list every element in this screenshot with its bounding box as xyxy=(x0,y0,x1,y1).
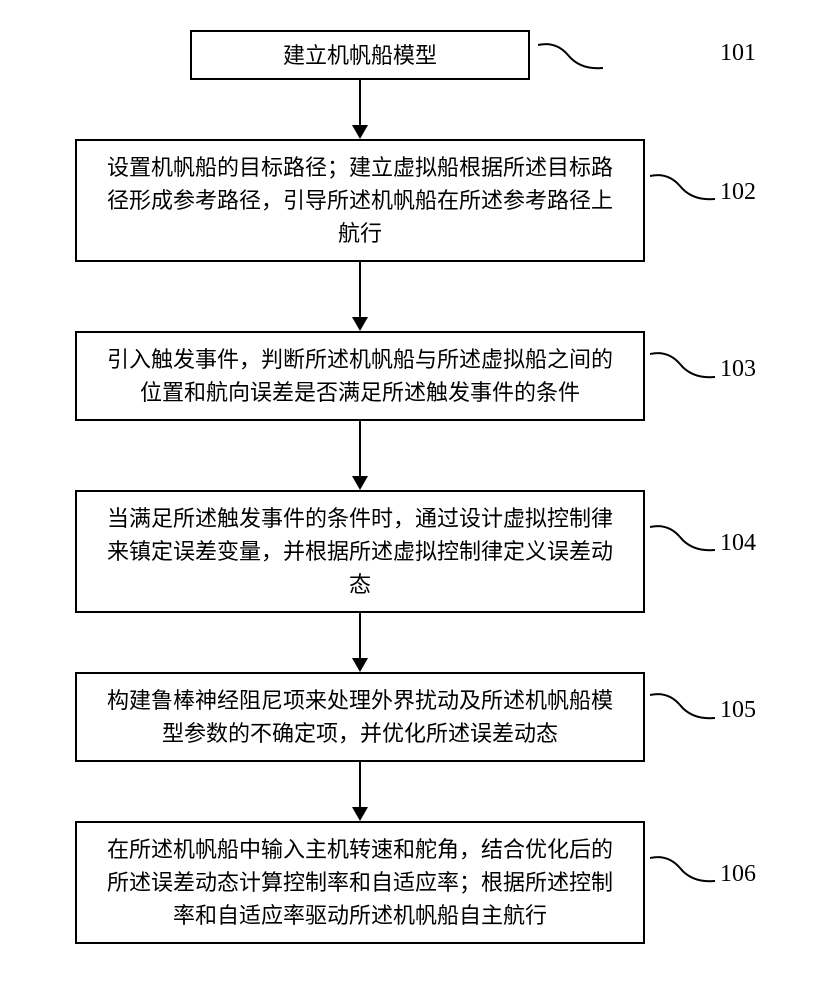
curly-bracket-105 xyxy=(650,690,715,725)
connector-104-105 xyxy=(75,613,645,672)
arrow-105-106 xyxy=(352,762,368,821)
connector-101-102 xyxy=(75,80,645,139)
curly-bracket-103 xyxy=(650,349,715,384)
flowchart-container: 建立机帆船模型 101 设置机帆船的目标路径；建立虚拟船根据所述目标路径形成参考… xyxy=(0,0,836,1000)
step-box-105: 构建鲁棒神经阻尼项来处理外界扰动及所述机帆船模型参数的不确定项，并优化所述误差动… xyxy=(75,672,645,762)
curly-bracket-106 xyxy=(650,853,715,888)
step-102: 设置机帆船的目标路径；建立虚拟船根据所述目标路径形成参考路径，引导所述机帆船在所… xyxy=(0,139,836,262)
connector-103-104 xyxy=(75,421,645,490)
step-104: 当满足所述触发事件的条件时，通过设计虚拟控制律来镇定误差变量，并根据所述虚拟控制… xyxy=(0,490,836,613)
step-label-101: 101 xyxy=(720,40,756,67)
step-103: 引入触发事件，判断所述机帆船与所述虚拟船之间的位置和航向误差是否满足所述触发事件… xyxy=(0,331,836,421)
connector-102-103 xyxy=(75,262,645,331)
step-text-104: 当满足所述触发事件的条件时，通过设计虚拟控制律来镇定误差变量，并根据所述虚拟控制… xyxy=(97,502,623,601)
step-text-101: 建立机帆船模型 xyxy=(283,39,437,72)
step-text-103: 引入触发事件，判断所述机帆船与所述虚拟船之间的位置和航向误差是否满足所述触发事件… xyxy=(97,343,623,409)
step-label-104: 104 xyxy=(720,530,756,557)
step-label-102: 102 xyxy=(720,179,756,206)
step-105: 构建鲁棒神经阻尼项来处理外界扰动及所述机帆船模型参数的不确定项，并优化所述误差动… xyxy=(0,672,836,762)
arrow-104-105 xyxy=(352,613,368,672)
step-label-105: 105 xyxy=(720,697,756,724)
arrow-103-104 xyxy=(352,421,368,490)
curly-bracket-104 xyxy=(650,522,715,557)
step-box-104: 当满足所述触发事件的条件时，通过设计虚拟控制律来镇定误差变量，并根据所述虚拟控制… xyxy=(75,490,645,613)
step-text-102: 设置机帆船的目标路径；建立虚拟船根据所述目标路径形成参考路径，引导所述机帆船在所… xyxy=(97,151,623,250)
step-box-106: 在所述机帆船中输入主机转速和舵角，结合优化后的所述误差动态计算控制率和自适应率；… xyxy=(75,821,645,944)
step-box-102: 设置机帆船的目标路径；建立虚拟船根据所述目标路径形成参考路径，引导所述机帆船在所… xyxy=(75,139,645,262)
step-label-103: 103 xyxy=(720,356,756,383)
step-box-101: 建立机帆船模型 xyxy=(190,30,530,80)
step-text-106: 在所述机帆船中输入主机转速和舵角，结合优化后的所述误差动态计算控制率和自适应率；… xyxy=(97,833,623,932)
curly-bracket-101 xyxy=(538,40,603,75)
step-101: 建立机帆船模型 101 xyxy=(0,30,836,80)
arrow-102-103 xyxy=(352,262,368,331)
connector-105-106 xyxy=(75,762,645,821)
step-text-105: 构建鲁棒神经阻尼项来处理外界扰动及所述机帆船模型参数的不确定项，并优化所述误差动… xyxy=(97,684,623,750)
curly-bracket-102 xyxy=(650,171,715,206)
arrow-101-102 xyxy=(352,80,368,139)
step-label-106: 106 xyxy=(720,861,756,888)
step-box-103: 引入触发事件，判断所述机帆船与所述虚拟船之间的位置和航向误差是否满足所述触发事件… xyxy=(75,331,645,421)
step-106: 在所述机帆船中输入主机转速和舵角，结合优化后的所述误差动态计算控制率和自适应率；… xyxy=(0,821,836,944)
